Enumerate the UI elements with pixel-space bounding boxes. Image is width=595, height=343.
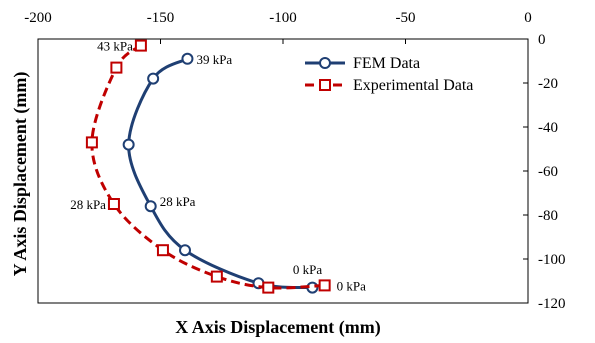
y-axis-ticks: 0 -20 -40 -60 -80 -100 -120 (523, 32, 566, 312)
y-tick-label: -120 (538, 296, 566, 312)
experimental-data-line (90, 44, 325, 290)
fem-data-point (122, 138, 135, 151)
y-tick-label: -20 (538, 76, 558, 92)
x-tick-label: -100 (269, 10, 297, 26)
experimental-data-point (134, 39, 147, 52)
x-axis-title: X Axis Displacement (mm) (175, 317, 380, 338)
pressure-label: 43 kPa (97, 39, 133, 54)
experimental-data-point (318, 279, 331, 292)
experimental-data-point (110, 61, 123, 74)
y-tick-label: -60 (538, 164, 558, 180)
experimental-data-point (85, 136, 98, 149)
y-tick-label: -40 (538, 120, 558, 136)
y-tick-label: -80 (538, 208, 558, 224)
fem-data-point (147, 72, 160, 85)
pressure-label: 39 kPa (196, 52, 232, 67)
pressure-label: 0 kPa (293, 262, 322, 277)
experimental-data-point (210, 270, 223, 283)
legend-fem-data-marker (319, 57, 331, 69)
experimental-data-point (107, 198, 120, 210)
legend-fem-data-label: FEM Data (353, 55, 420, 72)
x-tick-label: -150 (147, 10, 175, 26)
x-tick-label: -200 (24, 10, 52, 26)
y-axis-title: Y Axis Displacement (mm) (10, 72, 31, 277)
fem-data-point (144, 200, 157, 213)
pressure-label: 0 kPa (337, 278, 366, 293)
x-tick-label: 0 (524, 10, 532, 26)
legend-experimental-data-label: Experimental Data (353, 77, 473, 94)
pressure-label: 28 kPa (70, 197, 106, 212)
annotation-layer: 43 kPa 39 kPa 28 kPa 28 kPa 0 kPa 0 kPa (70, 39, 366, 294)
fem-data-point (181, 52, 194, 65)
fem-data-point (179, 244, 191, 257)
x-tick-label: -50 (396, 10, 416, 26)
fem-data-line (127, 57, 313, 290)
experimental-data-point (156, 244, 169, 257)
series-layer (85, 39, 331, 294)
legend: FEM Data Experimental Data (305, 55, 473, 94)
pressure-label: 28 kPa (160, 194, 196, 209)
y-tick-label: -100 (538, 252, 566, 268)
legend-experimental-data-marker (319, 79, 331, 91)
x-axis-ticks: -200 -150 -100 -50 0 (24, 10, 532, 44)
y-tick-label: 0 (538, 32, 546, 48)
experimental-data-point (262, 281, 275, 294)
